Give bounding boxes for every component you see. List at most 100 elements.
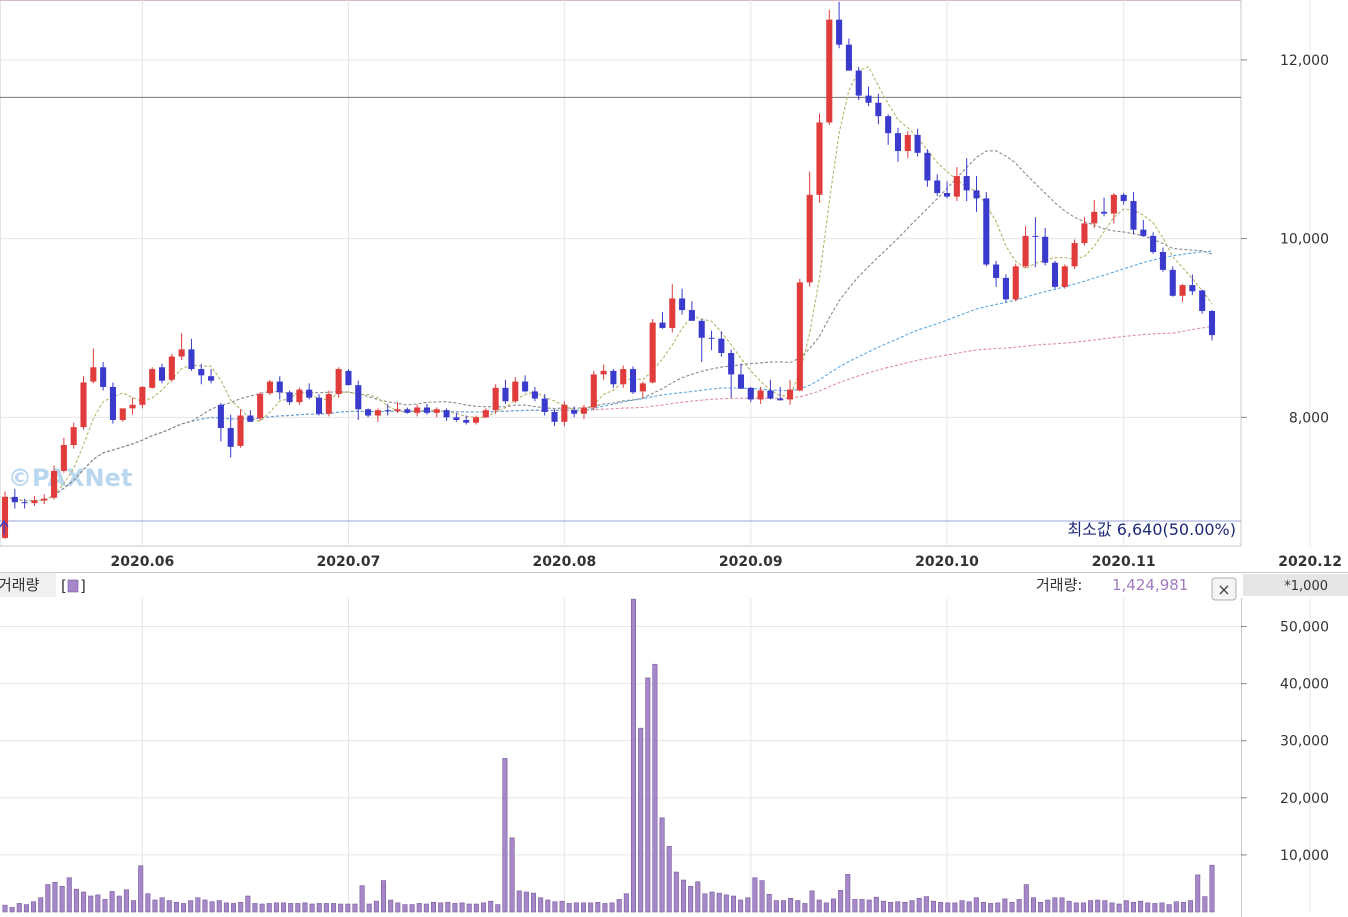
candle-body bbox=[875, 102, 882, 117]
candle-body bbox=[100, 367, 107, 387]
candle-down bbox=[973, 176, 980, 212]
date-tick-label: 2020.12 bbox=[1278, 554, 1342, 570]
candle-body bbox=[423, 407, 431, 413]
volume-bar bbox=[559, 900, 565, 913]
candle-body bbox=[629, 369, 637, 393]
volume-bar bbox=[381, 880, 387, 913]
volume-bar bbox=[780, 900, 786, 913]
volume-bar bbox=[1159, 902, 1165, 913]
close-volume-button[interactable]: × bbox=[1211, 577, 1237, 601]
candle-body bbox=[188, 349, 195, 370]
volume-bar bbox=[1195, 874, 1201, 913]
candle-up bbox=[41, 494, 48, 504]
candle-down bbox=[1130, 192, 1137, 235]
candle-body bbox=[198, 369, 205, 376]
volume-bar bbox=[1188, 900, 1194, 913]
date-tick-label: 2020.11 bbox=[1092, 554, 1156, 570]
candle-body bbox=[472, 417, 480, 423]
volume-bar bbox=[1009, 901, 1015, 913]
volume-y-tick-label: 20,000 bbox=[1280, 791, 1329, 807]
volume-bar bbox=[938, 901, 944, 913]
candle-up bbox=[139, 386, 146, 409]
candle-up bbox=[600, 364, 607, 380]
volume-bar bbox=[566, 903, 572, 913]
volume-bar bbox=[888, 901, 894, 913]
volume-bar bbox=[1123, 900, 1129, 913]
volume-bar bbox=[59, 886, 65, 913]
volume-bar bbox=[302, 902, 308, 913]
price-y-tick-label: 8,000 bbox=[1289, 410, 1329, 426]
volume-bar bbox=[702, 893, 708, 913]
candle-down bbox=[688, 301, 695, 321]
candle-body bbox=[21, 502, 28, 504]
ma60-line bbox=[4, 250, 1213, 502]
candle-body bbox=[708, 337, 715, 339]
candle-body bbox=[679, 298, 686, 311]
candle-down bbox=[306, 383, 313, 400]
candle-up bbox=[796, 278, 803, 392]
candle-body bbox=[993, 264, 1000, 278]
candle-down bbox=[1042, 227, 1049, 266]
volume-bar bbox=[959, 900, 965, 913]
ma120-line bbox=[4, 326, 1213, 502]
volume-bar bbox=[123, 889, 129, 913]
candle-down bbox=[541, 394, 548, 416]
candle-down bbox=[315, 394, 323, 416]
candle-down bbox=[629, 366, 637, 395]
candle-body bbox=[1199, 290, 1206, 311]
candle-body bbox=[620, 369, 627, 385]
candle-down bbox=[355, 380, 362, 420]
candle-down bbox=[865, 86, 872, 107]
candle-body bbox=[580, 407, 588, 414]
candle-down bbox=[659, 311, 666, 329]
volume-bar bbox=[316, 903, 322, 913]
volume-bar bbox=[323, 903, 329, 913]
candle-body bbox=[355, 385, 362, 410]
volume-bar bbox=[202, 899, 208, 913]
candle-body bbox=[1, 496, 9, 538]
close-icon: × bbox=[1217, 580, 1230, 599]
volume-bar bbox=[209, 901, 215, 913]
candle-body bbox=[453, 417, 460, 420]
candle-body bbox=[227, 428, 234, 447]
candle-up bbox=[70, 422, 77, 449]
candle-down bbox=[502, 379, 509, 404]
candle-up bbox=[1071, 239, 1078, 269]
volume-bar bbox=[373, 900, 379, 913]
candle-down bbox=[894, 127, 902, 162]
candle-body bbox=[1169, 269, 1176, 296]
candle-body bbox=[894, 133, 902, 152]
volume-bar bbox=[452, 903, 458, 913]
volume-bar bbox=[459, 902, 465, 913]
candle-body bbox=[541, 398, 548, 412]
candle-body bbox=[247, 415, 254, 422]
candle-body bbox=[1101, 211, 1108, 214]
volume-bar bbox=[445, 901, 451, 913]
candle-body bbox=[1091, 211, 1098, 224]
volume-bar bbox=[845, 874, 851, 913]
volume-bar bbox=[1138, 900, 1144, 913]
unit-badge bbox=[1243, 574, 1348, 596]
volume-bar bbox=[659, 817, 665, 913]
candle-body bbox=[639, 383, 646, 392]
candle-body bbox=[1150, 235, 1157, 252]
candle-down bbox=[21, 498, 28, 509]
volume-bar bbox=[895, 901, 901, 913]
volume-bar bbox=[488, 900, 494, 913]
candle-body bbox=[885, 116, 892, 134]
candle-body bbox=[561, 404, 568, 422]
candle-down bbox=[463, 415, 470, 425]
volume-header-bg bbox=[0, 572, 1348, 598]
candle-body bbox=[786, 389, 794, 400]
volume-bar bbox=[988, 903, 994, 913]
candle-body bbox=[1051, 262, 1059, 287]
volume-bar bbox=[502, 758, 508, 913]
volume-bar bbox=[688, 886, 694, 913]
volume-grid bbox=[0, 598, 1311, 912]
candle-down bbox=[963, 158, 970, 202]
candle-up bbox=[129, 397, 136, 415]
volume-bar bbox=[830, 898, 836, 913]
candle-body bbox=[90, 367, 97, 382]
candle-body bbox=[119, 408, 126, 420]
candle-up bbox=[1, 491, 9, 539]
